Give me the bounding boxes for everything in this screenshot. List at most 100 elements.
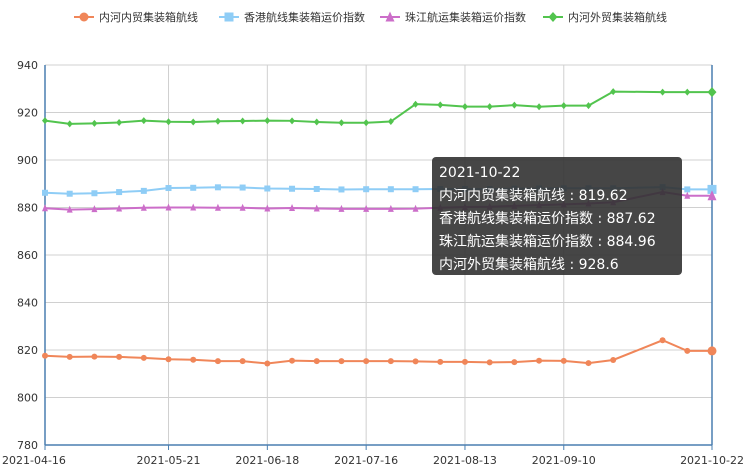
data-point: [437, 101, 444, 109]
data-point: [684, 88, 691, 96]
data-point: [385, 11, 395, 22]
data-point: [190, 356, 197, 363]
data-point: [66, 205, 73, 213]
y-tick-label: 860: [17, 249, 38, 262]
y-tick-label: 900: [17, 154, 38, 167]
data-point: [338, 186, 345, 193]
data-point: [116, 353, 123, 360]
data-point: [313, 118, 320, 126]
data-point: [140, 203, 147, 211]
data-point: [363, 186, 370, 193]
data-point: [363, 358, 370, 365]
data-point: [659, 337, 666, 344]
legend-item-2[interactable]: 香港航线集装箱运价指数: [219, 10, 365, 24]
chart-tooltip: 2021-10-22 内河内贸集装箱航线 : 819.62 香港航线集装箱运价指…: [432, 157, 682, 275]
data-point: [387, 186, 394, 193]
data-point: [165, 356, 172, 363]
y-tick-label: 820: [17, 344, 38, 357]
data-point: [511, 359, 518, 366]
data-point: [585, 102, 592, 110]
data-point: [42, 204, 48, 212]
data-point: [412, 204, 419, 212]
data-point: [140, 187, 147, 194]
data-point: [116, 189, 123, 196]
data-point: [560, 357, 567, 364]
data-point: [264, 117, 271, 125]
x-tick-label: 2021-10-22: [680, 454, 744, 466]
data-point: [684, 191, 691, 199]
data-point: [707, 184, 717, 194]
legend-label: 珠江航运集装箱运价指数: [405, 10, 526, 24]
data-point: [214, 358, 221, 365]
data-point: [437, 358, 444, 365]
data-point: [66, 353, 73, 360]
data-point: [239, 117, 246, 125]
data-point: [659, 88, 666, 96]
data-point: [140, 117, 147, 125]
data-point: [684, 347, 691, 354]
data-point: [190, 203, 197, 211]
legend-label: 内河外贸集装箱航线: [568, 10, 667, 24]
data-point: [313, 358, 320, 365]
data-point: [190, 118, 197, 126]
data-point: [610, 88, 617, 96]
data-point: [684, 186, 691, 193]
data-point: [363, 204, 370, 212]
data-point: [91, 119, 98, 127]
y-tick-label: 940: [17, 59, 38, 72]
data-point: [79, 12, 89, 22]
x-axis-tick-labels: 2021-04-16 2021-05-21 2021-06-18 2021-07-16…: [2, 454, 744, 466]
data-point: [486, 359, 493, 366]
data-point: [338, 358, 345, 365]
data-point: [140, 354, 147, 361]
data-point: [42, 352, 48, 359]
data-point: [239, 184, 246, 191]
data-point: [585, 360, 592, 367]
data-point: [214, 117, 221, 125]
series-1: [42, 337, 717, 367]
legend-item-3[interactable]: 珠江航运集装箱运价指数: [380, 10, 526, 24]
data-point: [264, 185, 271, 192]
tooltip-line-4: 内河外贸集装箱航线 : 928.6: [439, 257, 619, 273]
data-point: [66, 120, 73, 128]
x-tick-label: 2021-05-21: [137, 454, 201, 466]
data-point: [461, 103, 468, 111]
data-point: [560, 102, 567, 110]
y-axis-tick-labels: 780 800 820 840 860 880 900 920 940: [17, 59, 38, 452]
data-point: [224, 12, 234, 22]
data-point: [289, 117, 296, 125]
data-point: [461, 358, 468, 365]
data-point: [239, 203, 246, 211]
data-point: [412, 186, 419, 193]
data-point: [66, 190, 73, 197]
data-point: [548, 12, 558, 22]
legend-label: 香港航线集装箱运价指数: [244, 10, 365, 24]
y-tick-label: 840: [17, 297, 38, 310]
data-point: [511, 101, 518, 109]
x-tick-label: 2021-06-18: [235, 454, 299, 466]
y-tick-label: 880: [17, 202, 38, 215]
legend-item-1[interactable]: 内河内贸集装箱航线: [74, 10, 198, 24]
data-point: [412, 100, 419, 108]
data-point: [313, 204, 320, 212]
data-point: [289, 185, 296, 192]
data-point: [313, 185, 320, 192]
legend-item-4[interactable]: 内河外贸集装箱航线: [543, 10, 667, 24]
data-point: [387, 204, 394, 212]
tooltip-line-2: 香港航线集装箱运价指数 : 887.62: [439, 211, 656, 227]
data-point: [536, 357, 543, 364]
data-point: [536, 103, 543, 111]
y-tick-label: 780: [17, 439, 38, 452]
data-point: [387, 358, 394, 365]
data-point: [190, 184, 197, 191]
data-point: [165, 118, 172, 126]
data-point: [338, 119, 345, 127]
data-point: [239, 358, 246, 365]
data-point: [289, 203, 296, 211]
data-point: [165, 185, 172, 192]
data-point: [486, 103, 493, 111]
data-point: [707, 190, 717, 201]
data-point: [42, 189, 48, 196]
chart-legend[interactable]: 内河内贸集装箱航线 香港航线集装箱运价指数 珠江航运集装箱运价指数 内河外贸集装箱航线: [74, 10, 667, 24]
